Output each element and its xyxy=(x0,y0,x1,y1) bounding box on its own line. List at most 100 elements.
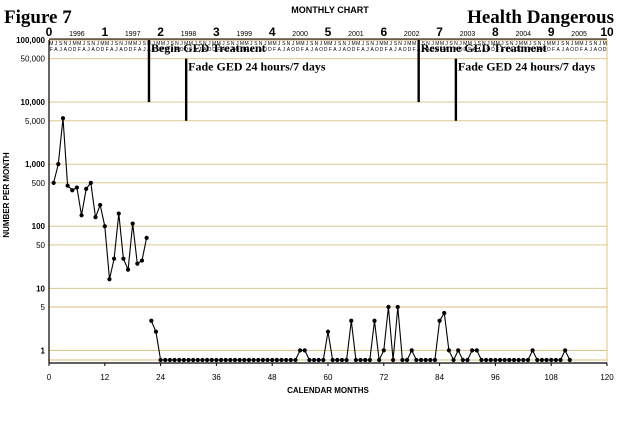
calendar-year-label: 2005 xyxy=(571,31,587,38)
data-point xyxy=(395,304,400,310)
month-letter: J xyxy=(348,41,351,47)
month-letter: N xyxy=(63,41,67,47)
data-point xyxy=(460,357,465,363)
month-letter: J xyxy=(59,47,62,53)
month-letter: J xyxy=(152,41,155,47)
month-letter: D xyxy=(491,47,495,53)
data-point xyxy=(70,188,75,193)
month-letter: A xyxy=(92,47,96,53)
data-point xyxy=(60,116,66,121)
month-letter: M xyxy=(384,41,388,47)
month-letter: M xyxy=(156,41,160,47)
month-letter: N xyxy=(454,41,458,47)
data-point xyxy=(372,318,377,323)
year-index-label: 10 xyxy=(600,25,614,39)
month-letter: F xyxy=(412,47,415,53)
data-point xyxy=(539,357,545,363)
month-letter: F xyxy=(301,47,304,53)
x-tick-label: 108 xyxy=(545,373,559,382)
month-letter: N xyxy=(538,41,542,47)
month-letter: J xyxy=(166,41,169,47)
month-letter: O xyxy=(570,47,574,53)
month-letter: M xyxy=(468,41,472,47)
month-letter: S xyxy=(450,41,454,47)
month-letter: J xyxy=(69,41,72,47)
x-axis: 0 12 24 36 48 60 72 84 96 108 120 xyxy=(47,363,614,382)
data-point xyxy=(74,185,79,190)
data-point xyxy=(567,357,572,363)
calendar-year-label: 2002 xyxy=(404,31,420,38)
month-letter: J xyxy=(394,47,397,53)
month-letter: J xyxy=(487,41,490,47)
data-point xyxy=(121,256,126,261)
month-letter: F xyxy=(580,47,583,53)
data-point xyxy=(135,261,140,266)
x-tick-label: 72 xyxy=(379,373,388,382)
month-letter: A xyxy=(361,47,365,53)
month-letter: S xyxy=(171,41,175,47)
calendar-year-label: 2004 xyxy=(516,31,532,38)
data-point xyxy=(102,224,107,229)
y-tick-label: 50,000 xyxy=(21,55,46,64)
month-letter: F xyxy=(524,47,527,53)
month-letter: O xyxy=(431,47,435,53)
data-point xyxy=(163,357,168,363)
data-point xyxy=(130,221,135,226)
y-tick-label: 5,000 xyxy=(25,117,46,126)
month-letter: O xyxy=(347,47,351,53)
y-tick-label: 1,000 xyxy=(25,160,46,169)
month-letter: S xyxy=(59,41,63,47)
data-point xyxy=(502,357,507,363)
month-letter: F xyxy=(357,47,360,53)
month-letter: O xyxy=(152,47,156,53)
month-letter: O xyxy=(291,47,295,53)
month-letter: J xyxy=(366,47,369,53)
data-point xyxy=(511,357,517,363)
month-letter: S xyxy=(533,41,537,47)
y-tick-label: 1 xyxy=(41,346,46,355)
month-letter: A xyxy=(538,47,542,53)
month-letter: O xyxy=(514,47,518,53)
month-letter: D xyxy=(296,47,300,53)
month-letter: M xyxy=(491,41,495,47)
month-letter: M xyxy=(575,41,579,47)
month-letter: A xyxy=(584,47,588,53)
month-letter: D xyxy=(603,47,607,53)
month-letter: J xyxy=(222,41,225,47)
month-letter: J xyxy=(599,41,602,47)
data-point xyxy=(446,348,451,353)
year-index-label: 6 xyxy=(380,25,387,39)
month-letter: F xyxy=(468,47,471,53)
x-tick-label: 60 xyxy=(324,373,333,382)
month-letter: A xyxy=(482,47,486,53)
month-letter: D xyxy=(519,47,523,53)
data-point xyxy=(479,357,484,363)
month-letter: M xyxy=(435,41,439,47)
data-point xyxy=(195,357,200,363)
month-letter: J xyxy=(310,47,313,53)
month-letter: M xyxy=(519,41,523,47)
month-letter: N xyxy=(398,41,402,47)
month-letter: J xyxy=(562,47,565,53)
month-letter: J xyxy=(506,47,509,53)
data-point xyxy=(558,357,563,363)
month-letter: A xyxy=(287,47,291,53)
month-letter: F xyxy=(133,47,136,53)
month-letter: J xyxy=(180,41,183,47)
month-letter: M xyxy=(328,41,332,47)
data-point xyxy=(456,348,461,353)
month-letter: J xyxy=(124,41,127,47)
data-point xyxy=(125,267,131,272)
month-letter: A xyxy=(259,47,263,53)
data-point xyxy=(516,357,521,363)
chart-title: MONTHLY CHART xyxy=(291,5,369,15)
data-point xyxy=(391,357,396,363)
data-point xyxy=(288,357,293,363)
month-letter: A xyxy=(454,47,458,53)
month-letter: A xyxy=(389,47,393,53)
month-letter: S xyxy=(589,41,593,47)
calendar-year-label: 1999 xyxy=(237,31,253,38)
data-point xyxy=(488,357,493,363)
month-letter: M xyxy=(268,41,272,47)
data-point xyxy=(451,357,456,363)
